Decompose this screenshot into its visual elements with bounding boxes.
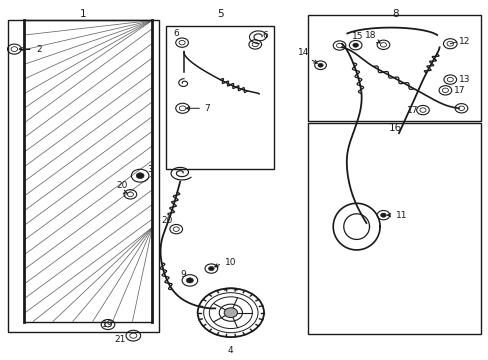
Text: 17: 17 xyxy=(406,105,417,114)
Text: 19: 19 xyxy=(102,320,113,329)
Text: 14: 14 xyxy=(297,48,308,57)
Text: 3: 3 xyxy=(147,165,153,174)
Text: 20: 20 xyxy=(116,181,127,190)
Text: 17: 17 xyxy=(453,86,465,95)
Text: 4: 4 xyxy=(227,346,233,355)
Circle shape xyxy=(224,308,237,318)
Text: 11: 11 xyxy=(395,211,407,220)
Text: 18: 18 xyxy=(364,31,375,40)
Text: 2: 2 xyxy=(36,45,42,54)
Text: 10: 10 xyxy=(224,258,236,267)
Circle shape xyxy=(208,266,214,271)
Circle shape xyxy=(352,43,358,47)
Text: 13: 13 xyxy=(458,75,469,84)
Text: 16: 16 xyxy=(388,123,402,132)
Text: 7: 7 xyxy=(204,104,210,113)
Text: 6: 6 xyxy=(262,31,268,40)
Circle shape xyxy=(136,173,144,179)
Text: 20: 20 xyxy=(162,216,173,225)
Circle shape xyxy=(380,213,386,217)
Text: 15: 15 xyxy=(351,32,363,41)
Text: 8: 8 xyxy=(391,9,398,19)
Text: 9: 9 xyxy=(180,270,185,279)
Text: 6: 6 xyxy=(173,30,179,39)
Bar xyxy=(8,21,159,332)
Bar xyxy=(307,123,480,334)
Bar xyxy=(307,15,480,121)
Text: 12: 12 xyxy=(458,37,469,46)
Text: 21: 21 xyxy=(114,335,125,344)
Circle shape xyxy=(317,63,323,67)
Circle shape xyxy=(186,278,193,283)
Text: 1: 1 xyxy=(80,9,87,19)
Text: 5: 5 xyxy=(216,9,223,19)
Bar xyxy=(166,26,273,169)
